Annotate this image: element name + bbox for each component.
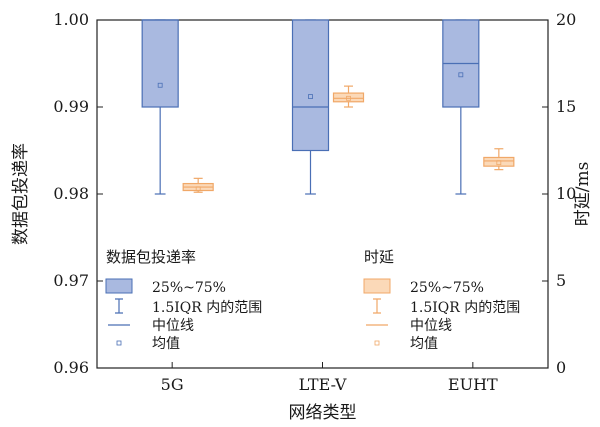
legend-box-swatch [363,278,391,294]
left-tick-label: 0.98 [53,184,89,203]
right-tick-label: 10 [556,184,576,203]
latency-box-EUHT [483,148,515,171]
legend-label-median: 中位线 [410,318,452,334]
y-axis-label-left: 数据包投递率 [11,143,31,245]
delivery-rate-boxes [141,19,480,195]
legend-label-iqr: 25%~75% [410,280,484,296]
left-tick-label: 0.97 [53,271,89,290]
x-tick-label: 5G [161,375,184,394]
latency-iqr-box [332,92,365,103]
legend-label-whisker: 1.5IQR 内的范围 [410,299,520,316]
right-tick-label: 20 [556,10,576,29]
latency-mean-marker [195,186,201,192]
latency-iqr-box [483,156,515,167]
legend-latency: 时延 25%~75% 1.5IQR 内的范围 中位线 均值 [363,248,520,352]
right-tick-label: 5 [556,271,566,290]
y-axis-label-right: 时延/ms [573,162,593,227]
legend-label-mean: 均值 [410,336,438,352]
delivery-box-5G [141,19,179,195]
legend-label-whisker: 1.5IQR 内的范围 [152,299,262,316]
right-tick-label: 0 [556,358,566,377]
left-tick-label: 1.00 [53,10,89,29]
delivery-mean-marker [157,82,163,88]
legend-label-mean: 均值 [152,336,180,352]
latency-mean-marker [496,160,502,166]
delivery-iqr-box [141,19,179,108]
x-axis-ticks: 5G LTE-V EUHT [161,362,498,394]
legend-mean-swatch [374,340,380,346]
delivery-box-EUHT [442,19,480,195]
left-tick-label: 0.96 [53,358,89,377]
left-tick-label: 0.99 [53,97,89,116]
legend-title-latency: 时延 [364,248,394,266]
x-axis-label: 网络类型 [289,403,357,423]
delivery-mean-marker [458,72,464,78]
delivery-box-LTE-V [291,19,330,195]
latency-mean-marker [346,95,351,101]
right-axis-ticks: 0 5 10 15 20 [542,10,576,377]
legend-label-iqr: 25%~75% [152,280,226,296]
legend-box-swatch [105,278,133,294]
latency-box-LTE-V [332,85,365,108]
delivery-iqr-box [291,19,330,152]
legend-whisker-swatch [373,298,381,314]
x-tick-label: EUHT [448,375,498,394]
legend-whisker-swatch [115,298,123,314]
delivery-mean-marker [308,94,313,99]
latency-boxes [182,85,515,193]
legend-delivery-rate: 数据包投递率 25%~75% 1.5IQR 内的范围 中位线 均值 [105,248,262,352]
latency-box-5G [182,177,214,193]
right-tick-label: 15 [556,97,576,116]
legend-title-delivery-rate: 数据包投递率 [106,248,196,266]
left-axis-ticks: 0.96 0.97 0.98 0.99 1.00 [53,10,103,377]
legend-label-median: 中位线 [152,318,194,334]
legend-mean-swatch [116,340,122,346]
x-tick-label: LTE-V [299,375,347,394]
